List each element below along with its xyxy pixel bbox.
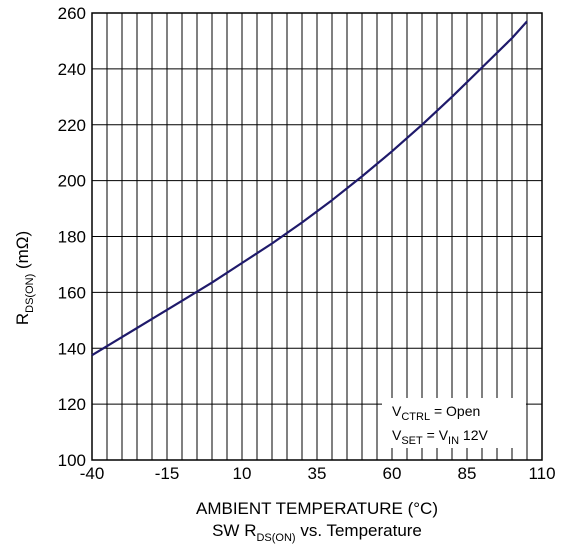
annotation-vset: VSET = VIN 12V [392,427,489,447]
chart-caption: SW RDS(ON) vs. Temperature [212,521,422,544]
x-tick-label: -15 [155,464,180,483]
y-tick-label: 260 [58,4,86,23]
y-tick-label: 120 [58,395,86,414]
x-tick-label: 60 [383,464,402,483]
y-tick-label: 140 [58,339,86,358]
y-axis-title: RDS(ON) (mΩ) [13,231,36,325]
y-tick-labels: 100 120 140 160 180 200 220 240 260 [58,4,86,470]
annotation-vctrl: VCTRL = Open [392,403,480,423]
x-tick-labels: -40 -15 10 35 60 85 110 [80,464,556,483]
y-tick-label: 220 [58,116,86,135]
y-tick-label: 240 [58,60,86,79]
x-tick-label: -40 [80,464,105,483]
series-line [91,20,528,357]
series-layer [91,20,528,357]
plot-frame [91,12,543,461]
x-axis-title: AMBIENT TEMPERATURE (°C) [196,499,438,518]
grid [91,12,543,461]
y-tick-label: 160 [58,283,86,302]
x-tick-label: 85 [458,464,477,483]
annotation-box [382,398,526,448]
x-tick-label: 35 [308,464,327,483]
y-tick-label: 200 [58,172,86,191]
y-tick-label: 180 [58,228,86,247]
y-tick-label: 100 [58,451,86,470]
plot-border [91,12,543,461]
x-tick-label: 110 [528,464,555,483]
x-tick-label: 10 [233,464,252,483]
